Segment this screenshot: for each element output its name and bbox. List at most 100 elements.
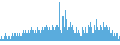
Bar (54, 30, 55, 41)
Bar (60, 30, 61, 41)
Bar (74, 33, 76, 41)
Bar (24, 33, 25, 41)
Bar (36, 33, 37, 41)
Bar (11, 36, 12, 41)
Bar (12, 33, 13, 41)
Bar (112, 30, 113, 41)
Bar (17, 33, 18, 41)
Bar (65, 10, 66, 41)
Bar (34, 33, 35, 41)
Bar (91, 27, 92, 41)
Bar (20, 36, 22, 41)
Bar (47, 27, 48, 41)
Bar (95, 30, 96, 41)
Bar (38, 30, 40, 41)
Bar (40, 33, 41, 41)
Bar (7, 39, 8, 41)
Bar (84, 33, 85, 41)
Bar (64, 27, 65, 41)
Bar (5, 33, 6, 41)
Bar (94, 24, 95, 41)
Bar (18, 36, 19, 41)
Bar (58, 27, 59, 41)
Bar (35, 30, 36, 41)
Bar (114, 33, 115, 41)
Bar (96, 19, 97, 41)
Bar (43, 30, 44, 41)
Bar (85, 27, 86, 41)
Bar (97, 27, 98, 41)
Bar (88, 24, 89, 41)
Bar (118, 39, 119, 41)
Bar (10, 39, 11, 41)
Bar (61, 33, 62, 41)
Bar (62, 16, 64, 41)
Bar (25, 30, 26, 41)
Bar (76, 27, 77, 41)
Bar (73, 30, 74, 41)
Bar (22, 33, 23, 41)
Bar (72, 24, 73, 41)
Bar (30, 30, 31, 41)
Bar (56, 24, 58, 41)
Bar (113, 36, 114, 41)
Bar (26, 33, 28, 41)
Bar (49, 27, 50, 41)
Bar (110, 33, 112, 41)
Bar (28, 30, 29, 41)
Bar (119, 36, 120, 41)
Bar (115, 36, 116, 41)
Bar (8, 36, 10, 41)
Bar (101, 27, 102, 41)
Bar (46, 24, 47, 41)
Bar (31, 27, 32, 41)
Bar (86, 33, 88, 41)
Bar (116, 33, 118, 41)
Bar (102, 30, 103, 41)
Bar (90, 22, 91, 41)
Bar (55, 27, 56, 41)
Bar (1, 36, 2, 41)
Bar (53, 27, 54, 41)
Bar (104, 27, 106, 41)
Bar (42, 27, 43, 41)
Bar (98, 30, 100, 41)
Bar (32, 30, 34, 41)
Bar (48, 30, 49, 41)
Bar (52, 24, 53, 41)
Bar (77, 33, 78, 41)
Bar (41, 30, 42, 41)
Bar (66, 19, 67, 41)
Bar (78, 30, 79, 41)
Bar (50, 30, 52, 41)
Bar (23, 30, 24, 41)
Bar (71, 27, 72, 41)
Bar (83, 30, 84, 41)
Bar (0, 39, 1, 41)
Bar (14, 33, 16, 41)
Bar (100, 24, 101, 41)
Bar (79, 33, 80, 41)
Bar (4, 36, 5, 41)
Bar (67, 30, 68, 41)
Bar (103, 22, 104, 41)
Bar (80, 36, 82, 41)
Bar (68, 27, 70, 41)
Bar (89, 27, 90, 41)
Bar (13, 36, 14, 41)
Bar (37, 27, 38, 41)
Bar (59, 2, 60, 41)
Bar (92, 33, 94, 41)
Bar (29, 33, 30, 41)
Bar (82, 27, 83, 41)
Bar (44, 27, 46, 41)
Bar (2, 39, 4, 41)
Bar (16, 36, 17, 41)
Bar (109, 27, 110, 41)
Bar (19, 33, 20, 41)
Bar (6, 36, 7, 41)
Bar (107, 27, 108, 41)
Bar (106, 24, 107, 41)
Bar (108, 30, 109, 41)
Bar (70, 22, 71, 41)
